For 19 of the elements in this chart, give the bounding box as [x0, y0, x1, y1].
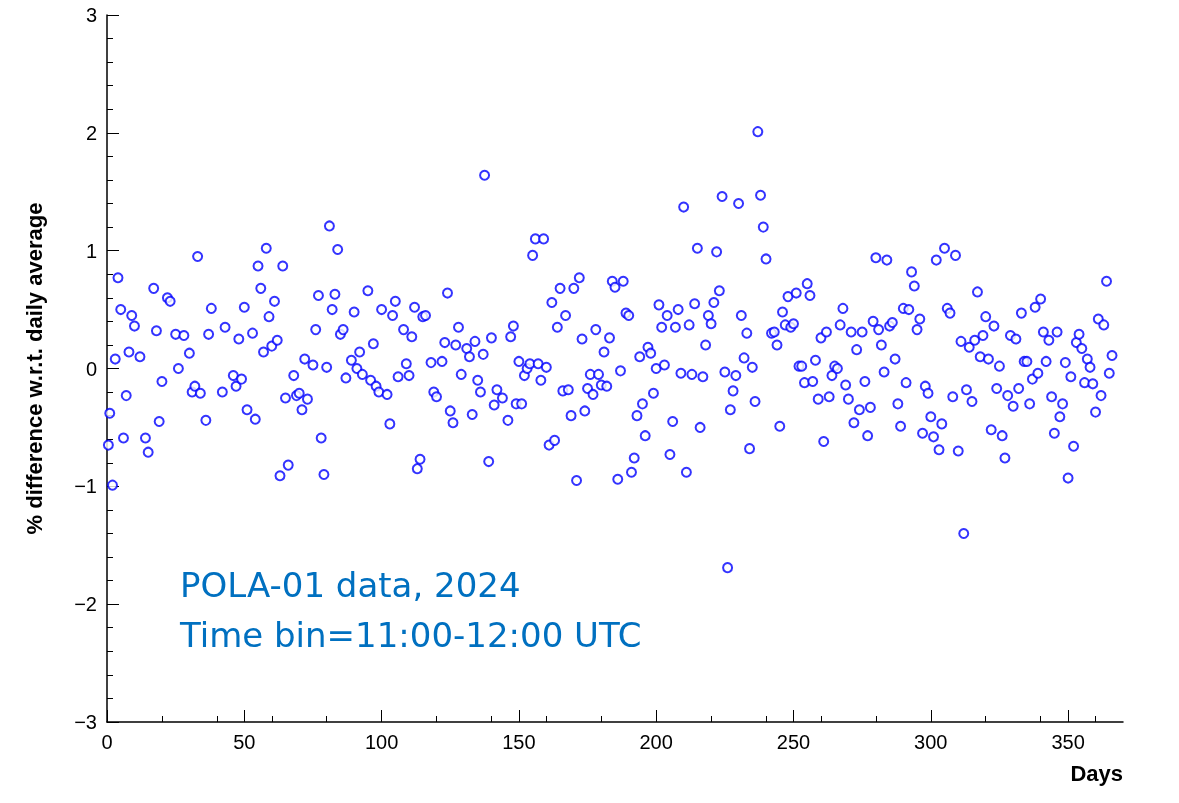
- y-tick-label: 2: [85, 121, 97, 144]
- x-tick-label: 350: [1051, 731, 1085, 753]
- annotation: Time bin=11:00-12:00 UTC: [179, 615, 642, 655]
- x-tick-label: 0: [101, 731, 113, 753]
- x-tick-label: 150: [502, 731, 536, 753]
- x-tick-label: 300: [914, 731, 948, 753]
- y-tick-label: 0: [85, 357, 97, 380]
- y-tick-label: −3: [74, 711, 97, 733]
- annotation: POLA-01 data, 2024: [180, 565, 521, 605]
- y-tick-label: 1: [85, 239, 97, 262]
- y-tick-label: −2: [74, 593, 97, 616]
- x-tick-label: 100: [364, 731, 399, 753]
- x-tick-label: 200: [639, 731, 673, 753]
- y-tick-label: −1: [74, 475, 97, 498]
- y-axis-title: % difference w.r.t. daily average: [21, 202, 47, 535]
- x-axis-title: Days: [1070, 760, 1123, 786]
- x-tick-label: 50: [233, 731, 256, 753]
- y-tick-label: 3: [85, 4, 97, 26]
- x-tick-label: 250: [776, 731, 811, 753]
